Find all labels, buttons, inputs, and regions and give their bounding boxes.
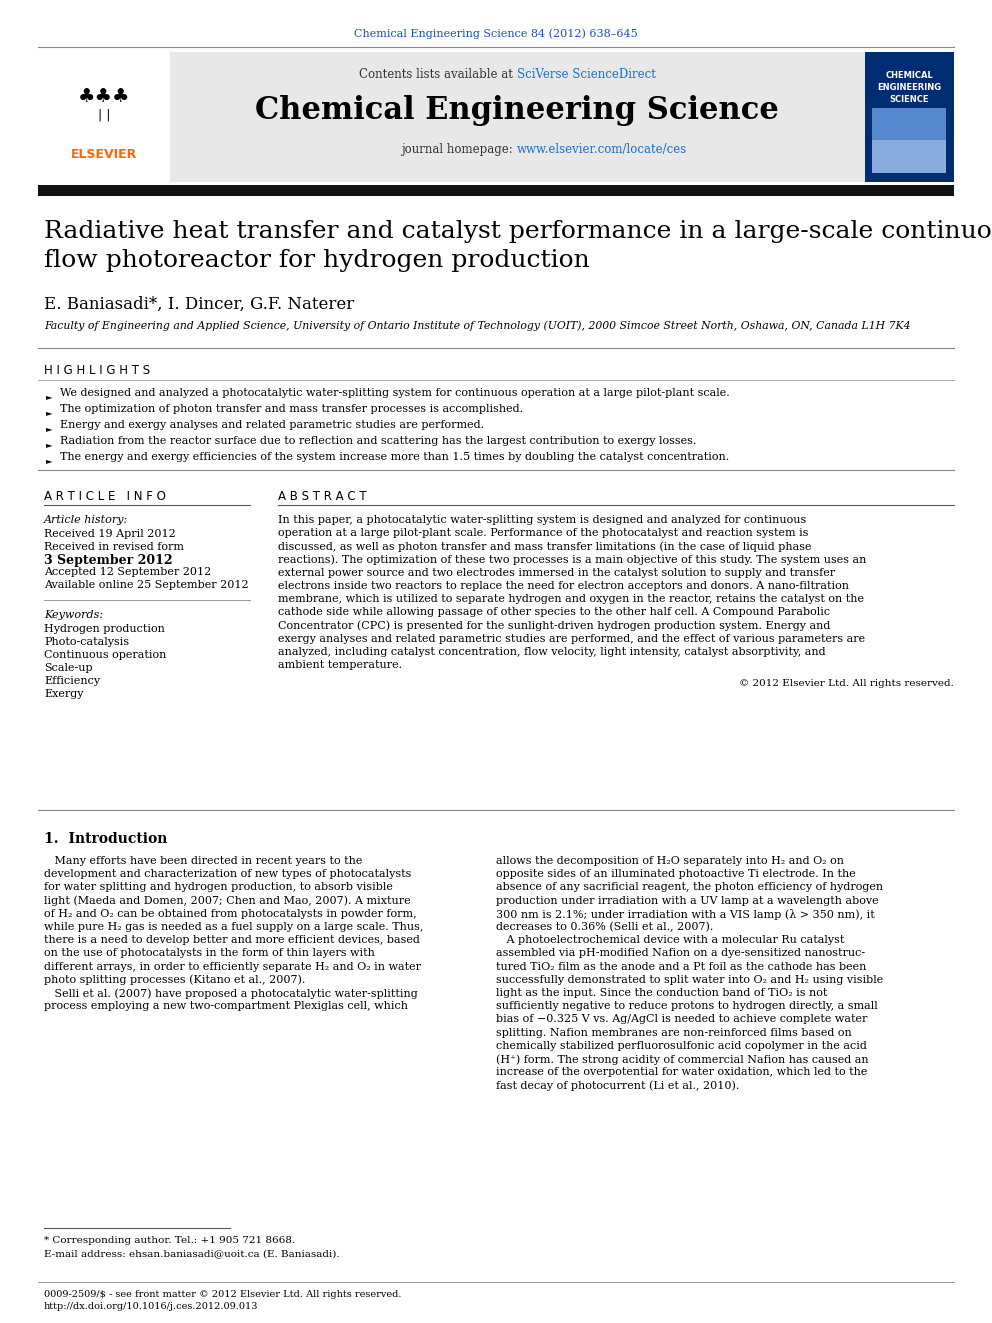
Text: www.elsevier.com/locate/ces: www.elsevier.com/locate/ces bbox=[517, 143, 687, 156]
Text: production under irradiation with a UV lamp at a wavelength above: production under irradiation with a UV l… bbox=[496, 896, 879, 906]
Text: SCIENCE: SCIENCE bbox=[889, 94, 929, 103]
Text: there is a need to develop better and more efficient devices, based: there is a need to develop better and mo… bbox=[44, 935, 420, 945]
Text: Radiation from the reactor surface due to reflection and scattering has the larg: Radiation from the reactor surface due t… bbox=[60, 437, 696, 446]
Text: photo splitting processes (Kitano et al., 2007).: photo splitting processes (Kitano et al.… bbox=[44, 975, 306, 986]
Text: fast decay of photocurrent (Li et al., 2010).: fast decay of photocurrent (Li et al., 2… bbox=[496, 1081, 739, 1091]
Text: Photo-catalysis: Photo-catalysis bbox=[44, 636, 129, 647]
Text: Keywords:: Keywords: bbox=[44, 610, 103, 620]
Bar bbox=[872, 140, 946, 173]
Text: chemically stabilized perfluorosulfonic acid copolymer in the acid: chemically stabilized perfluorosulfonic … bbox=[496, 1041, 867, 1050]
Text: The optimization of photon transfer and mass transfer processes is accomplished.: The optimization of photon transfer and … bbox=[60, 404, 523, 414]
Text: sufficiently negative to reduce protons to hydrogen directly, a small: sufficiently negative to reduce protons … bbox=[496, 1002, 878, 1011]
Text: different arrays, in order to efficiently separate H₂ and O₂ in water: different arrays, in order to efficientl… bbox=[44, 962, 421, 971]
Text: increase of the overpotential for water oxidation, which led to the: increase of the overpotential for water … bbox=[496, 1068, 867, 1077]
Text: process employing a new two-compartment Plexiglas cell, which: process employing a new two-compartment … bbox=[44, 1002, 408, 1011]
Text: Exergy: Exergy bbox=[44, 689, 83, 699]
Text: The energy and exergy efficiencies of the system increase more than 1.5 times by: The energy and exergy efficiencies of th… bbox=[60, 452, 729, 462]
Text: Article history:: Article history: bbox=[44, 515, 128, 525]
Text: Accepted 12 September 2012: Accepted 12 September 2012 bbox=[44, 568, 211, 577]
Text: In this paper, a photocatalytic water-splitting system is designed and analyzed : In this paper, a photocatalytic water-sp… bbox=[278, 515, 806, 525]
Text: Chemical Engineering Science: Chemical Engineering Science bbox=[255, 94, 779, 126]
Text: development and characterization of new types of photocatalysts: development and characterization of new … bbox=[44, 869, 412, 880]
Text: H I G H L I G H T S: H I G H L I G H T S bbox=[44, 364, 150, 377]
Text: Energy and exergy analyses and related parametric studies are performed.: Energy and exergy analyses and related p… bbox=[60, 419, 484, 430]
Text: A R T I C L E   I N F O: A R T I C L E I N F O bbox=[44, 490, 166, 503]
Text: * Corresponding author. Tel.: +1 905 721 8668.: * Corresponding author. Tel.: +1 905 721… bbox=[44, 1236, 296, 1245]
Bar bbox=[170, 52, 865, 183]
Bar bbox=[38, 185, 954, 196]
Text: Received 19 April 2012: Received 19 April 2012 bbox=[44, 529, 176, 538]
Text: Many efforts have been directed in recent years to the: Many efforts have been directed in recen… bbox=[44, 856, 362, 867]
Text: Scale-up: Scale-up bbox=[44, 663, 92, 673]
Text: splitting. Nafion membranes are non-reinforced films based on: splitting. Nafion membranes are non-rein… bbox=[496, 1028, 852, 1037]
Bar bbox=[38, 52, 170, 183]
Text: operation at a large pilot-plant scale. Performance of the photocatalyst and rea: operation at a large pilot-plant scale. … bbox=[278, 528, 808, 538]
Text: opposite sides of an illuminated photoactive Ti electrode. In the: opposite sides of an illuminated photoac… bbox=[496, 869, 856, 880]
Text: analyzed, including catalyst concentration, flow velocity, light intensity, cata: analyzed, including catalyst concentrati… bbox=[278, 647, 825, 658]
Text: ►: ► bbox=[46, 423, 53, 433]
Text: http://dx.doi.org/10.1016/j.ces.2012.09.013: http://dx.doi.org/10.1016/j.ces.2012.09.… bbox=[44, 1302, 259, 1311]
Text: light (Maeda and Domen, 2007; Chen and Mao, 2007). A mixture: light (Maeda and Domen, 2007; Chen and M… bbox=[44, 896, 411, 906]
Text: 1.  Introduction: 1. Introduction bbox=[44, 832, 168, 845]
Text: ELSEVIER: ELSEVIER bbox=[70, 148, 137, 161]
Text: © 2012 Elsevier Ltd. All rights reserved.: © 2012 Elsevier Ltd. All rights reserved… bbox=[739, 680, 954, 688]
Text: (H⁺) form. The strong acidity of commercial Nafion has caused an: (H⁺) form. The strong acidity of commerc… bbox=[496, 1054, 869, 1065]
Text: decreases to 0.36% (Selli et al., 2007).: decreases to 0.36% (Selli et al., 2007). bbox=[496, 922, 713, 933]
Text: membrane, which is utilized to separate hydrogen and oxygen in the reactor, reta: membrane, which is utilized to separate … bbox=[278, 594, 864, 605]
Text: ►: ► bbox=[46, 392, 53, 401]
Text: ►: ► bbox=[46, 407, 53, 417]
Text: E-mail address: ehsan.baniasadi@uoit.ca (E. Baniasadi).: E-mail address: ehsan.baniasadi@uoit.ca … bbox=[44, 1249, 339, 1258]
Text: E. Baniasadi*, I. Dincer, G.F. Naterer: E. Baniasadi*, I. Dincer, G.F. Naterer bbox=[44, 296, 354, 314]
Text: Hydrogen production: Hydrogen production bbox=[44, 624, 165, 634]
Text: tured TiO₂ film as the anode and a Pt foil as the cathode has been: tured TiO₂ film as the anode and a Pt fo… bbox=[496, 962, 866, 971]
Text: discussed, as well as photon transfer and mass transfer limitations (in the case: discussed, as well as photon transfer an… bbox=[278, 541, 811, 552]
Text: Continuous operation: Continuous operation bbox=[44, 650, 167, 660]
Text: while pure H₂ gas is needed as a fuel supply on a large scale. Thus,: while pure H₂ gas is needed as a fuel su… bbox=[44, 922, 424, 931]
Text: for water splitting and hydrogen production, to absorb visible: for water splitting and hydrogen product… bbox=[44, 882, 393, 893]
Text: Available online 25 September 2012: Available online 25 September 2012 bbox=[44, 579, 249, 590]
Text: ►: ► bbox=[46, 441, 53, 448]
Text: A photoelectrochemical device with a molecular Ru catalyst: A photoelectrochemical device with a mol… bbox=[496, 935, 844, 945]
Text: Chemical Engineering Science 84 (2012) 638–645: Chemical Engineering Science 84 (2012) 6… bbox=[354, 29, 638, 40]
Text: Selli et al. (2007) have proposed a photocatalytic water-splitting: Selli et al. (2007) have proposed a phot… bbox=[44, 988, 418, 999]
Text: Concentrator (CPC) is presented for the sunlight-driven hydrogen production syst: Concentrator (CPC) is presented for the … bbox=[278, 620, 830, 631]
Text: absence of any sacrificial reagent, the photon efficiency of hydrogen: absence of any sacrificial reagent, the … bbox=[496, 882, 883, 893]
Text: exergy analyses and related parametric studies are performed, and the effect of : exergy analyses and related parametric s… bbox=[278, 634, 865, 644]
Bar bbox=[865, 52, 954, 183]
Text: 0009-2509/$ - see front matter © 2012 Elsevier Ltd. All rights reserved.: 0009-2509/$ - see front matter © 2012 El… bbox=[44, 1290, 402, 1299]
Text: SciVerse ScienceDirect: SciVerse ScienceDirect bbox=[517, 69, 656, 82]
Text: ►: ► bbox=[46, 456, 53, 464]
Text: Radiative heat transfer and catalyst performance in a large-scale continuous
flo: Radiative heat transfer and catalyst per… bbox=[44, 220, 992, 273]
Bar bbox=[872, 108, 946, 173]
Text: CHEMICAL: CHEMICAL bbox=[885, 70, 932, 79]
Text: successfully demonstrated to split water into O₂ and H₂ using visible: successfully demonstrated to split water… bbox=[496, 975, 883, 984]
Text: 300 nm is 2.1%; under irradiation with a VIS lamp (λ > 350 nm), it: 300 nm is 2.1%; under irradiation with a… bbox=[496, 909, 875, 919]
Text: cathode side while allowing passage of other species to the other half cell. A C: cathode side while allowing passage of o… bbox=[278, 607, 830, 618]
Text: We designed and analyzed a photocatalytic water-splitting system for continuous : We designed and analyzed a photocatalyti… bbox=[60, 388, 730, 398]
Text: electrons inside two reactors to replace the need for electron acceptors and don: electrons inside two reactors to replace… bbox=[278, 581, 849, 591]
Text: reactions). The optimization of these two processes is a main objective of this : reactions). The optimization of these tw… bbox=[278, 554, 866, 565]
Text: of H₂ and O₂ can be obtained from photocatalysts in powder form,: of H₂ and O₂ can be obtained from photoc… bbox=[44, 909, 417, 918]
Text: ambient temperature.: ambient temperature. bbox=[278, 660, 402, 671]
Text: 3 September 2012: 3 September 2012 bbox=[44, 554, 173, 568]
Text: ENGINEERING: ENGINEERING bbox=[877, 82, 941, 91]
Text: Received in revised form: Received in revised form bbox=[44, 542, 184, 552]
Text: Faculty of Engineering and Applied Science, University of Ontario Institute of T: Faculty of Engineering and Applied Scien… bbox=[44, 320, 911, 331]
Text: external power source and two electrodes immersed in the catalyst solution to su: external power source and two electrodes… bbox=[278, 568, 835, 578]
Text: assembled via pH-modified Nafion on a dye-sensitized nanostruc-: assembled via pH-modified Nafion on a dy… bbox=[496, 949, 865, 958]
Text: allows the decomposition of H₂O separately into H₂ and O₂ on: allows the decomposition of H₂O separate… bbox=[496, 856, 844, 867]
Text: Efficiency: Efficiency bbox=[44, 676, 100, 687]
Text: A B S T R A C T: A B S T R A C T bbox=[278, 490, 367, 503]
Text: journal homepage:: journal homepage: bbox=[402, 143, 517, 156]
Text: on the use of photocatalysts in the form of thin layers with: on the use of photocatalysts in the form… bbox=[44, 949, 375, 958]
Text: Contents lists available at: Contents lists available at bbox=[359, 69, 517, 82]
Text: ♣♣♣: ♣♣♣ bbox=[77, 87, 130, 106]
Text: light as the input. Since the conduction band of TiO₂ is not: light as the input. Since the conduction… bbox=[496, 988, 827, 998]
Text: | |: | | bbox=[98, 108, 110, 122]
Text: bias of −0.325 V vs. Ag/AgCl is needed to achieve complete water: bias of −0.325 V vs. Ag/AgCl is needed t… bbox=[496, 1015, 867, 1024]
